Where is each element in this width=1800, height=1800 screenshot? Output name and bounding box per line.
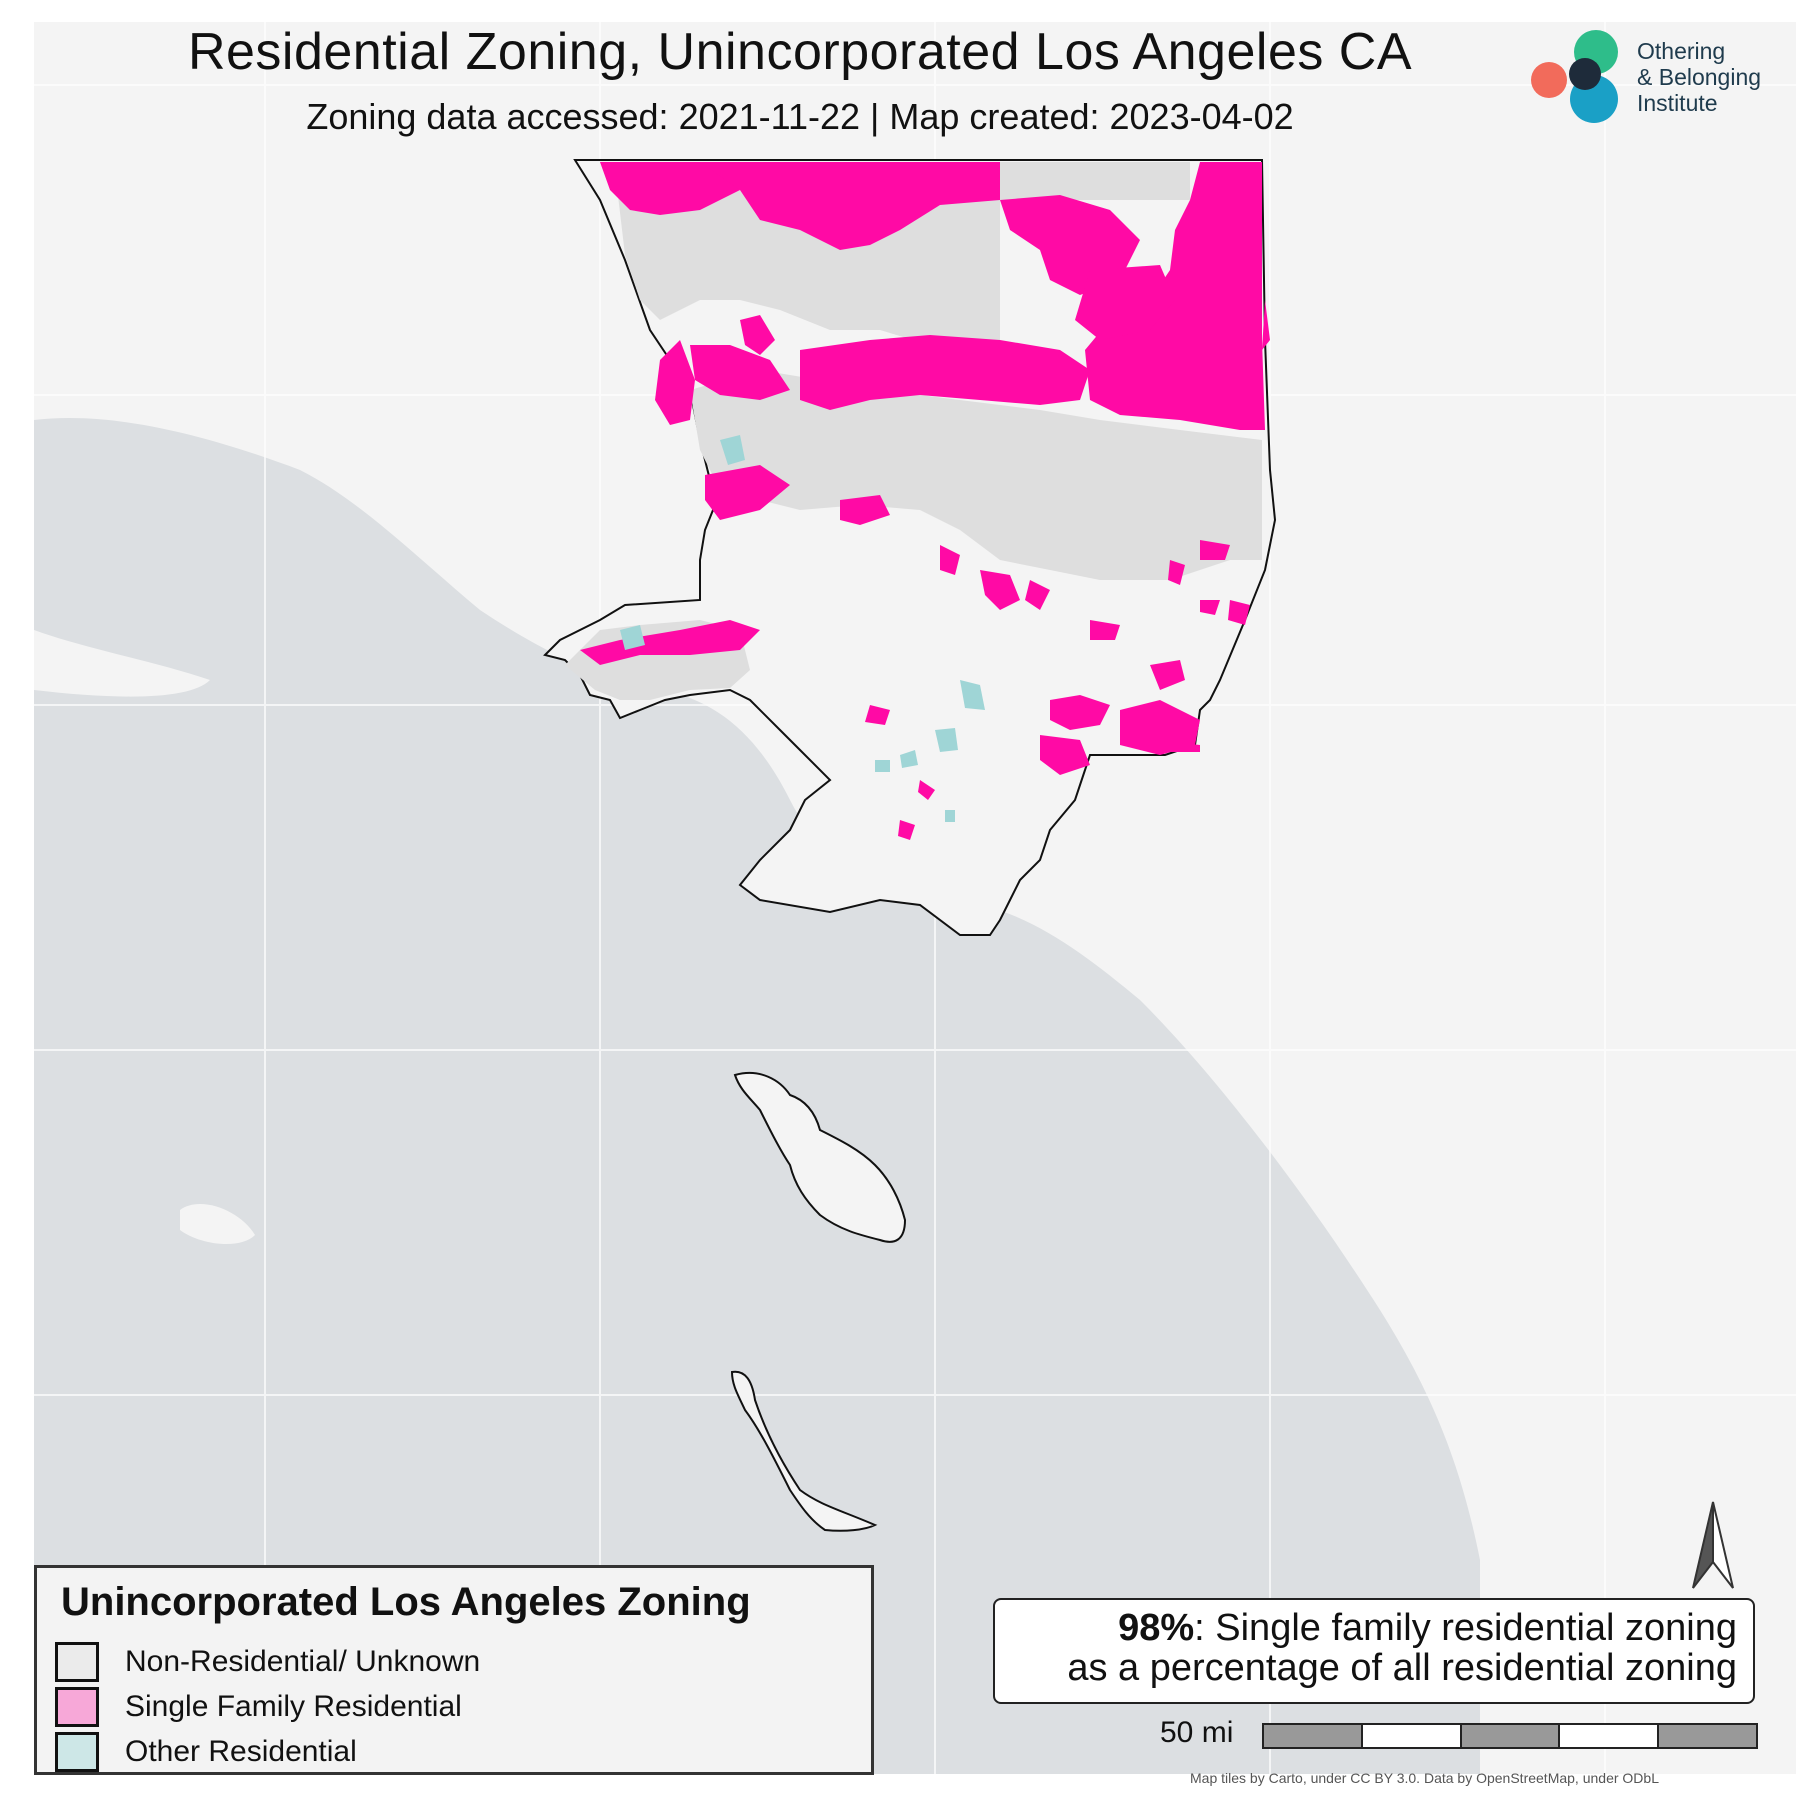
legend-label: Single Family Residential <box>125 1690 462 1723</box>
north-arrow-icon <box>1692 1501 1734 1589</box>
stat-line1: : Single family residential zoning <box>1194 1607 1737 1649</box>
santa-catalina-island <box>733 1071 907 1243</box>
logo-wordmark: Othering & Belonging Institute <box>1637 38 1761 116</box>
othering-belonging-logo <box>1531 30 1618 123</box>
legend-item-other-residential: Other Residential <box>55 1730 357 1774</box>
map-subtitle: Zoning data accessed: 2021-11-22 | Map c… <box>306 96 1294 137</box>
stat-line2: as a percentage of all residential zonin… <box>1067 1647 1737 1689</box>
legend-item-single-family: Single Family Residential <box>55 1685 462 1729</box>
legend-title: Unincorporated Los Angeles Zoning <box>61 1580 751 1624</box>
logo-line: Institute <box>1637 90 1718 116</box>
san-clemente-island <box>730 1370 878 1532</box>
logo-line: & Belonging <box>1637 64 1762 90</box>
legend-label: Other Residential <box>125 1735 357 1768</box>
map-title: Residential Zoning, Unincorporated Los A… <box>187 23 1413 81</box>
scale-segment <box>1659 1725 1756 1747</box>
legend-label: Non-Residential/ Unknown <box>125 1645 481 1678</box>
channel-island <box>34 630 210 697</box>
scale-label: 50 mi <box>1160 1716 1234 1749</box>
stat-callout: 98%: Single family residential zoning as… <box>993 1598 1755 1704</box>
single-family-areas <box>580 162 1270 840</box>
scale-segment <box>1362 1725 1462 1747</box>
logo-line: Othering <box>1637 38 1726 64</box>
stat-value: 98% <box>1118 1607 1195 1649</box>
legend-item-non-residential: Non-Residential/ Unknown <box>55 1640 480 1684</box>
legend-swatch <box>55 1732 99 1772</box>
scale-bar <box>1262 1723 1758 1749</box>
channel-island <box>180 1204 255 1245</box>
legend: Unincorporated Los Angeles Zoning Non-Re… <box>34 1565 874 1775</box>
other-residential-areas <box>620 435 985 822</box>
scale-segment <box>1461 1725 1561 1747</box>
scale-segment <box>1264 1725 1363 1747</box>
legend-swatch <box>55 1687 99 1727</box>
attribution: Map tiles by Carto, under CC BY 3.0. Dat… <box>1190 1770 1659 1786</box>
legend-swatch <box>55 1642 99 1682</box>
scale-segment <box>1560 1725 1660 1747</box>
